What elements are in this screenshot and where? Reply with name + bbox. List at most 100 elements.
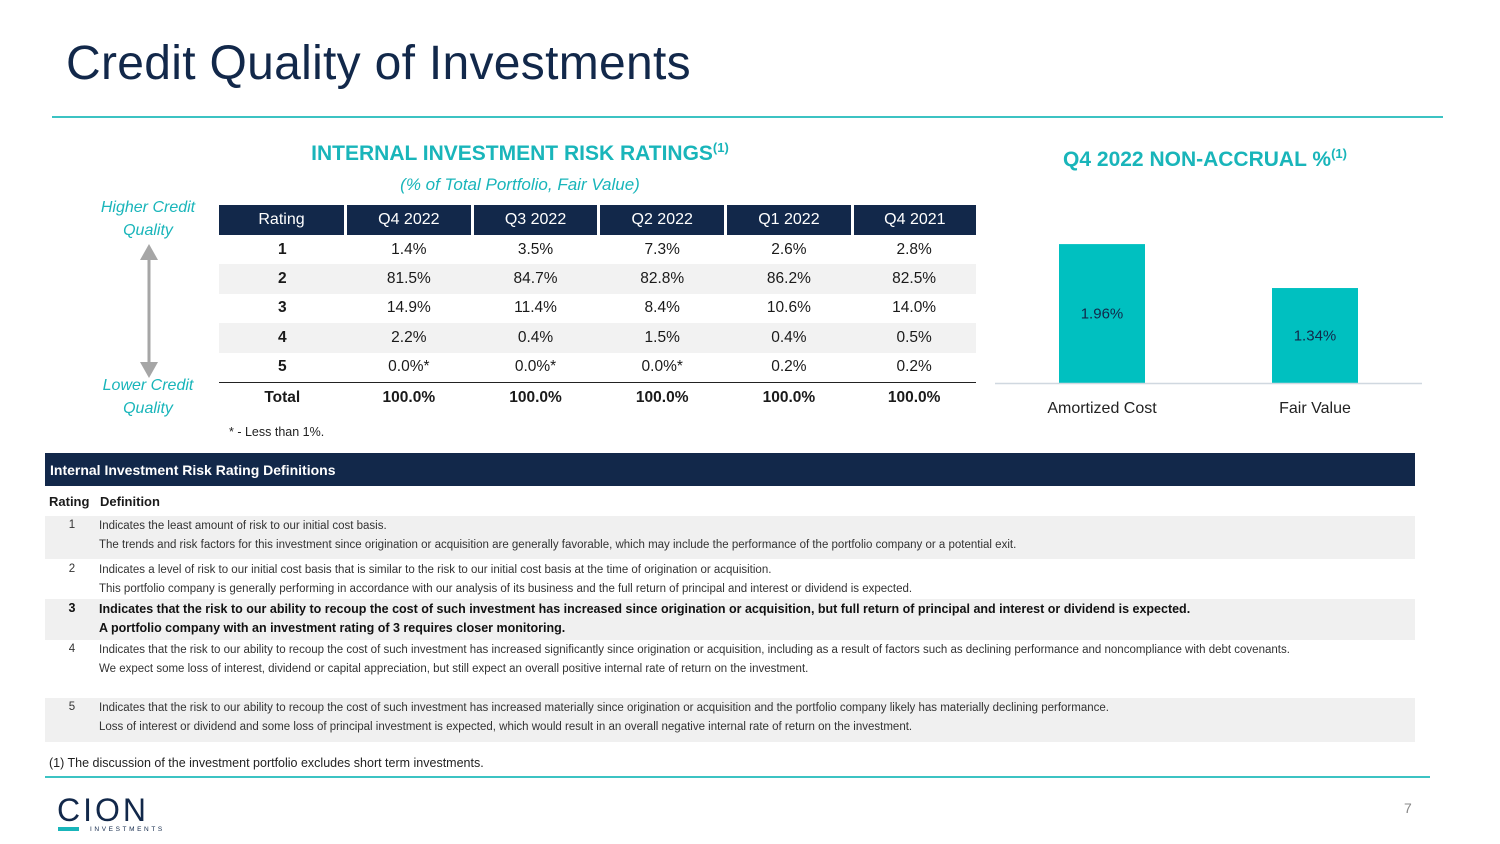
bar-amortized-cost xyxy=(1059,244,1145,383)
definition-line: We expect some loss of interest, dividen… xyxy=(99,663,809,675)
definition-line: Indicates a level of risk to our initial… xyxy=(99,564,772,576)
table-cell: 0.2% xyxy=(771,358,807,376)
page-footnote: (1) The discussion of the investment por… xyxy=(49,756,484,770)
definition-line: This portfolio company is generally perf… xyxy=(99,583,913,595)
table-cell: 84.7% xyxy=(472,264,599,294)
category-label: Fair Value xyxy=(1279,400,1351,417)
definition-line: Indicates that the risk to our ability t… xyxy=(99,644,1290,656)
definition-row: 4 Indicates that the risk to our ability… xyxy=(45,640,1415,698)
bar-data-label: 1.34% xyxy=(1294,328,1337,345)
definitions-header-text: Internal Investment Risk Rating Definiti… xyxy=(50,462,336,478)
column-header: Q4 2021 xyxy=(850,205,976,235)
logo-accent-bar xyxy=(58,827,79,831)
table-cell: 86.2% xyxy=(725,264,853,294)
rating-cell: 4 xyxy=(219,323,346,353)
definition-row: 2 Indicates a level of risk to our initi… xyxy=(45,559,1415,599)
table-cell: 2.6% xyxy=(771,240,807,258)
table-row: 5 0.0%* 0.0%* 0.0%* 0.2% 0.2% xyxy=(219,353,976,383)
cion-logo: CION INVESTMENTS xyxy=(57,794,165,833)
definition-line: Indicates that the risk to our ability t… xyxy=(99,702,1109,714)
table-cell: 2.8% xyxy=(896,240,932,258)
title-divider xyxy=(52,116,1443,118)
rating-cell: 2 xyxy=(219,264,346,294)
table-row: 1 1.4% 3.5% 7.3% 2.6% 2.8% xyxy=(219,235,976,264)
table-cell: 7.3% xyxy=(644,240,680,258)
column-header: Q3 2022 xyxy=(470,205,599,235)
definition-rating: 1 xyxy=(68,519,76,531)
rating-cell: 3 xyxy=(277,299,287,317)
definition-row: 1 Indicates the least amount of risk to … xyxy=(45,516,1415,559)
category-label: Amortized Cost xyxy=(1047,400,1157,417)
definition-row: 3 Indicates that the risk to our ability… xyxy=(45,599,1415,640)
table-row: 4 2.2% 0.4% 1.5% 0.4% 0.5% xyxy=(219,323,976,353)
table-cell: 2.2% xyxy=(345,323,473,353)
definition-rating: 3 xyxy=(68,601,76,615)
page-title: Credit Quality of Investments xyxy=(66,37,691,90)
table-cell: 1.4% xyxy=(391,240,427,258)
table-cell: 82.5% xyxy=(852,264,976,294)
definitions-header: Internal Investment Risk Rating Definiti… xyxy=(45,453,1415,486)
table-cell: 100.0% xyxy=(345,381,473,413)
table-cell: 14.9% xyxy=(386,299,431,317)
table-cell: 0.0%* xyxy=(641,358,683,376)
logo-tagline: INVESTMENTS xyxy=(90,826,165,833)
nonaccrual-bar-chart: 1.96% Amortized Cost 1.34% Fair Value xyxy=(995,244,1422,417)
table-cell: 0.2% xyxy=(896,358,932,376)
table-cell: 81.5% xyxy=(345,264,473,294)
table-cell: 14.0% xyxy=(892,299,937,317)
table-row: 3 14.9% 11.4% 8.4% 10.6% 14.0% xyxy=(219,294,976,323)
rating-cell: 1 xyxy=(277,240,287,258)
table-cell: 100.0% xyxy=(725,381,853,413)
nonaccrual-heading-footnote-ref: (1) xyxy=(1331,146,1347,161)
definition-line: Indicates that the risk to our ability t… xyxy=(99,602,1191,616)
definition-row: 5 Indicates that the risk to our ability… xyxy=(45,698,1415,742)
higher-credit-quality-label: Higher Credit Quality xyxy=(100,199,196,239)
definition-line: Indicates the least amount of risk to ou… xyxy=(99,520,387,532)
total-label: Total xyxy=(219,381,346,413)
risk-ratings-table: Rating Q4 2022 Q3 2022 Q2 2022 Q1 2022 Q… xyxy=(219,205,976,413)
ratings-heading-text: INTERNAL INVESTMENT RISK RATINGS xyxy=(311,142,713,165)
table-cell: 100.0% xyxy=(852,381,976,413)
table-cell: 100.0% xyxy=(472,381,599,413)
table-cell: 8.4% xyxy=(644,299,680,317)
ratings-heading-footnote-ref: (1) xyxy=(712,140,729,155)
table-cell: 0.0%* xyxy=(514,358,557,376)
table-cell: 100.0% xyxy=(598,381,726,413)
table-footnote: * - Less than 1%. xyxy=(229,425,325,439)
rating-cell: 5 xyxy=(277,358,287,376)
column-header: Rating xyxy=(219,205,346,235)
ratings-heading: INTERNAL INVESTMENT RISK RATINGS(1) xyxy=(220,140,820,166)
table-cell: 11.4% xyxy=(514,299,557,317)
column-header: Q2 2022 xyxy=(597,205,726,235)
definition-rating: 5 xyxy=(68,701,76,713)
definitions-column-rating: Rating xyxy=(49,494,90,509)
credit-quality-arrow-icon xyxy=(140,244,158,378)
table-total-row: Total 100.0% 100.0% 100.0% 100.0% 100.0% xyxy=(219,381,976,413)
table-cell: 82.8% xyxy=(598,264,726,294)
table-row: 2 81.5% 84.7% 82.8% 86.2% 82.5% xyxy=(219,264,976,294)
definitions-column-definition: Definition xyxy=(100,494,160,509)
table-header-row: Rating Q4 2022 Q3 2022 Q2 2022 Q1 2022 Q… xyxy=(219,205,976,235)
table-cell: 3.5% xyxy=(517,240,554,258)
table-cell: 1.5% xyxy=(598,323,726,353)
definition-rating: 2 xyxy=(68,563,76,575)
table-cell: 10.6% xyxy=(766,299,811,317)
bar-fair-value xyxy=(1272,288,1358,383)
column-header: Q4 2022 xyxy=(344,205,473,235)
definition-line: A portfolio company with an investment r… xyxy=(99,621,566,635)
definition-rating: 4 xyxy=(68,643,76,655)
table-cell: 0.5% xyxy=(852,323,976,353)
footer-divider xyxy=(45,776,1430,778)
definition-line: The trends and risk factors for this inv… xyxy=(99,539,1017,551)
bar-data-label: 1.96% xyxy=(1081,306,1124,323)
table-cell: 0.0%* xyxy=(388,358,430,376)
column-header: Q1 2022 xyxy=(724,205,853,235)
table-cell: 0.4% xyxy=(472,323,599,353)
page-number: 7 xyxy=(1404,800,1412,816)
nonaccrual-heading-text: Q4 2022 NON-ACCRUAL % xyxy=(1063,148,1332,171)
ratings-subheading: (% of Total Portfolio, Fair Value) xyxy=(400,175,640,194)
lower-credit-quality-label: Lower Credit Quality xyxy=(102,377,194,417)
table-cell: 0.4% xyxy=(725,323,853,353)
logo-wordmark: CION xyxy=(57,794,149,828)
definition-line: Loss of interest or dividend and some lo… xyxy=(99,721,913,733)
